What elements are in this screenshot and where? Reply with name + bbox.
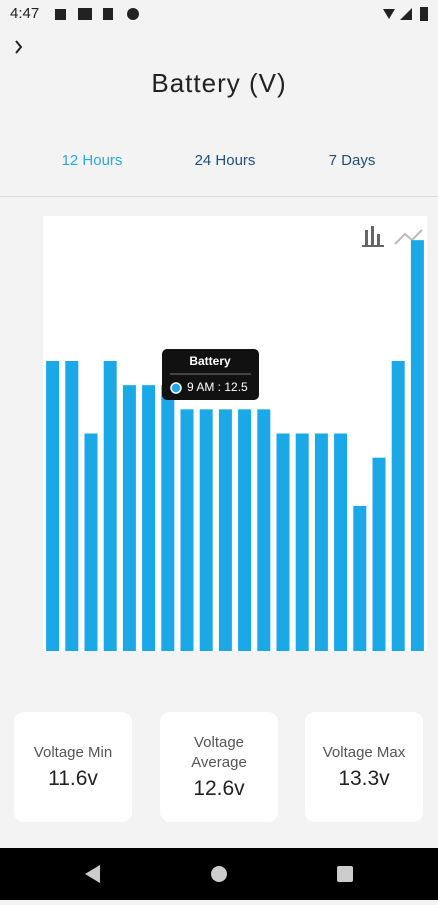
- bar: [257, 409, 271, 651]
- bar: [353, 506, 367, 651]
- bar: [103, 361, 117, 651]
- home-button[interactable]: [211, 866, 227, 882]
- page-title: Battery (V): [151, 68, 287, 98]
- bar: [372, 457, 386, 651]
- bar: [122, 385, 136, 651]
- back-button[interactable]: [85, 865, 100, 883]
- bar: [314, 433, 328, 651]
- stat-card: Voltage Average 12.6v: [160, 712, 278, 822]
- divider: [0, 196, 438, 197]
- bar: [218, 409, 232, 651]
- stat-label: Voltage Max: [322, 744, 406, 761]
- bar: [46, 361, 60, 651]
- bar: [199, 409, 213, 651]
- tab[interactable]: 7 Days: [328, 152, 376, 169]
- stat-card: Voltage Max 13.3v: [305, 712, 423, 822]
- stat-card: Voltage Min 11.6v: [14, 712, 132, 822]
- status-bar: 4:47: [0, 0, 438, 28]
- tooltip-title: Battery: [189, 354, 231, 368]
- bar: [142, 385, 156, 651]
- tab[interactable]: 24 Hours: [194, 152, 256, 169]
- nav-bar: [0, 848, 438, 900]
- back-arrow[interactable]: [15, 40, 23, 54]
- bar: [334, 433, 348, 651]
- bar: [276, 433, 290, 651]
- stat-label: Voltage Average: [191, 734, 247, 771]
- bar: [391, 361, 405, 651]
- bar: [65, 361, 79, 651]
- clock: 4:47: [10, 5, 40, 22]
- chart-type-icons[interactable]: [362, 226, 423, 247]
- bars: [46, 240, 424, 651]
- recents-button[interactable]: [337, 866, 353, 882]
- bar: [295, 433, 309, 651]
- stat-value: 11.6v: [48, 767, 98, 790]
- tooltip-swatch: [170, 382, 182, 394]
- tooltip: Battery 9 AM : 12.5: [162, 349, 259, 400]
- status-icons: [55, 7, 428, 21]
- bar: [161, 385, 175, 651]
- bar: [180, 409, 194, 651]
- stat-value: 13.3v: [338, 767, 390, 790]
- bar: [410, 240, 424, 651]
- stat-value: 12.6v: [193, 777, 245, 800]
- tab[interactable]: 12 Hours: [61, 152, 123, 169]
- stat-label: Voltage Min: [33, 744, 113, 761]
- bar: [84, 433, 98, 651]
- plot-area: [43, 216, 427, 651]
- tooltip-text: 9 AM : 12.5: [187, 380, 248, 394]
- chart: Battery 9 AM : 12.5: [15, 7, 428, 651]
- nav-icons: [85, 865, 353, 883]
- bar: [238, 409, 252, 651]
